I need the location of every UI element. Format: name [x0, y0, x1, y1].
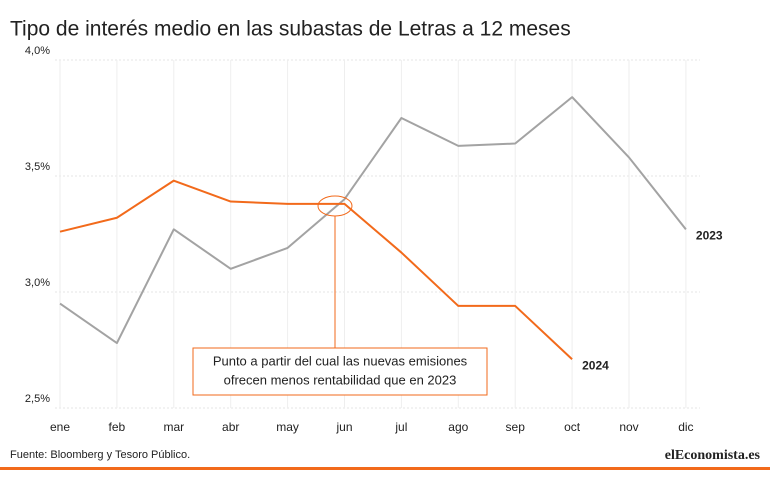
- logo: elEconomista.es: [665, 448, 761, 463]
- x-tick-label: dic: [678, 420, 693, 434]
- series-line: [59, 96, 687, 345]
- plot-area: 2,5% 3,0% 3,5% 4,0% ene feb mar abr may jun jul ago…: [25, 45, 723, 434]
- annotation-text: ofrecen menos rentabilidad que en 2023: [224, 372, 457, 387]
- x-tick-label: nov: [619, 420, 638, 434]
- chart-title: Tipo de interés medio en las subastas de…: [10, 18, 571, 41]
- footer-rule: [0, 467, 770, 470]
- series-label: 2023: [696, 229, 723, 243]
- x-tick-label: jun: [335, 420, 352, 434]
- x-tick-label: ago: [448, 420, 468, 434]
- y-tick-label: 2,5%: [25, 393, 50, 405]
- x-tick-label: jul: [394, 420, 407, 434]
- x-tick-label: feb: [109, 420, 126, 434]
- x-tick-label: ene: [50, 420, 70, 434]
- x-tick-label: oct: [564, 420, 581, 434]
- x-tick-label: mar: [163, 420, 184, 434]
- y-tick-label: 3,5%: [25, 161, 50, 173]
- series-label: 2024: [582, 358, 609, 372]
- y-tick-label: 3,0%: [25, 277, 50, 289]
- y-tick-label: 4,0%: [25, 45, 50, 57]
- annotation-box: [192, 347, 488, 396]
- x-tick-label: sep: [506, 420, 526, 434]
- annotation-text: Punto a partir del cual las nuevas emisi…: [213, 353, 468, 368]
- series-line: [59, 179, 573, 361]
- source: Fuente: Bloomberg y Tesoro Público.: [10, 449, 190, 461]
- x-tick-label: abr: [222, 420, 239, 434]
- x-tick-label: may: [276, 420, 299, 434]
